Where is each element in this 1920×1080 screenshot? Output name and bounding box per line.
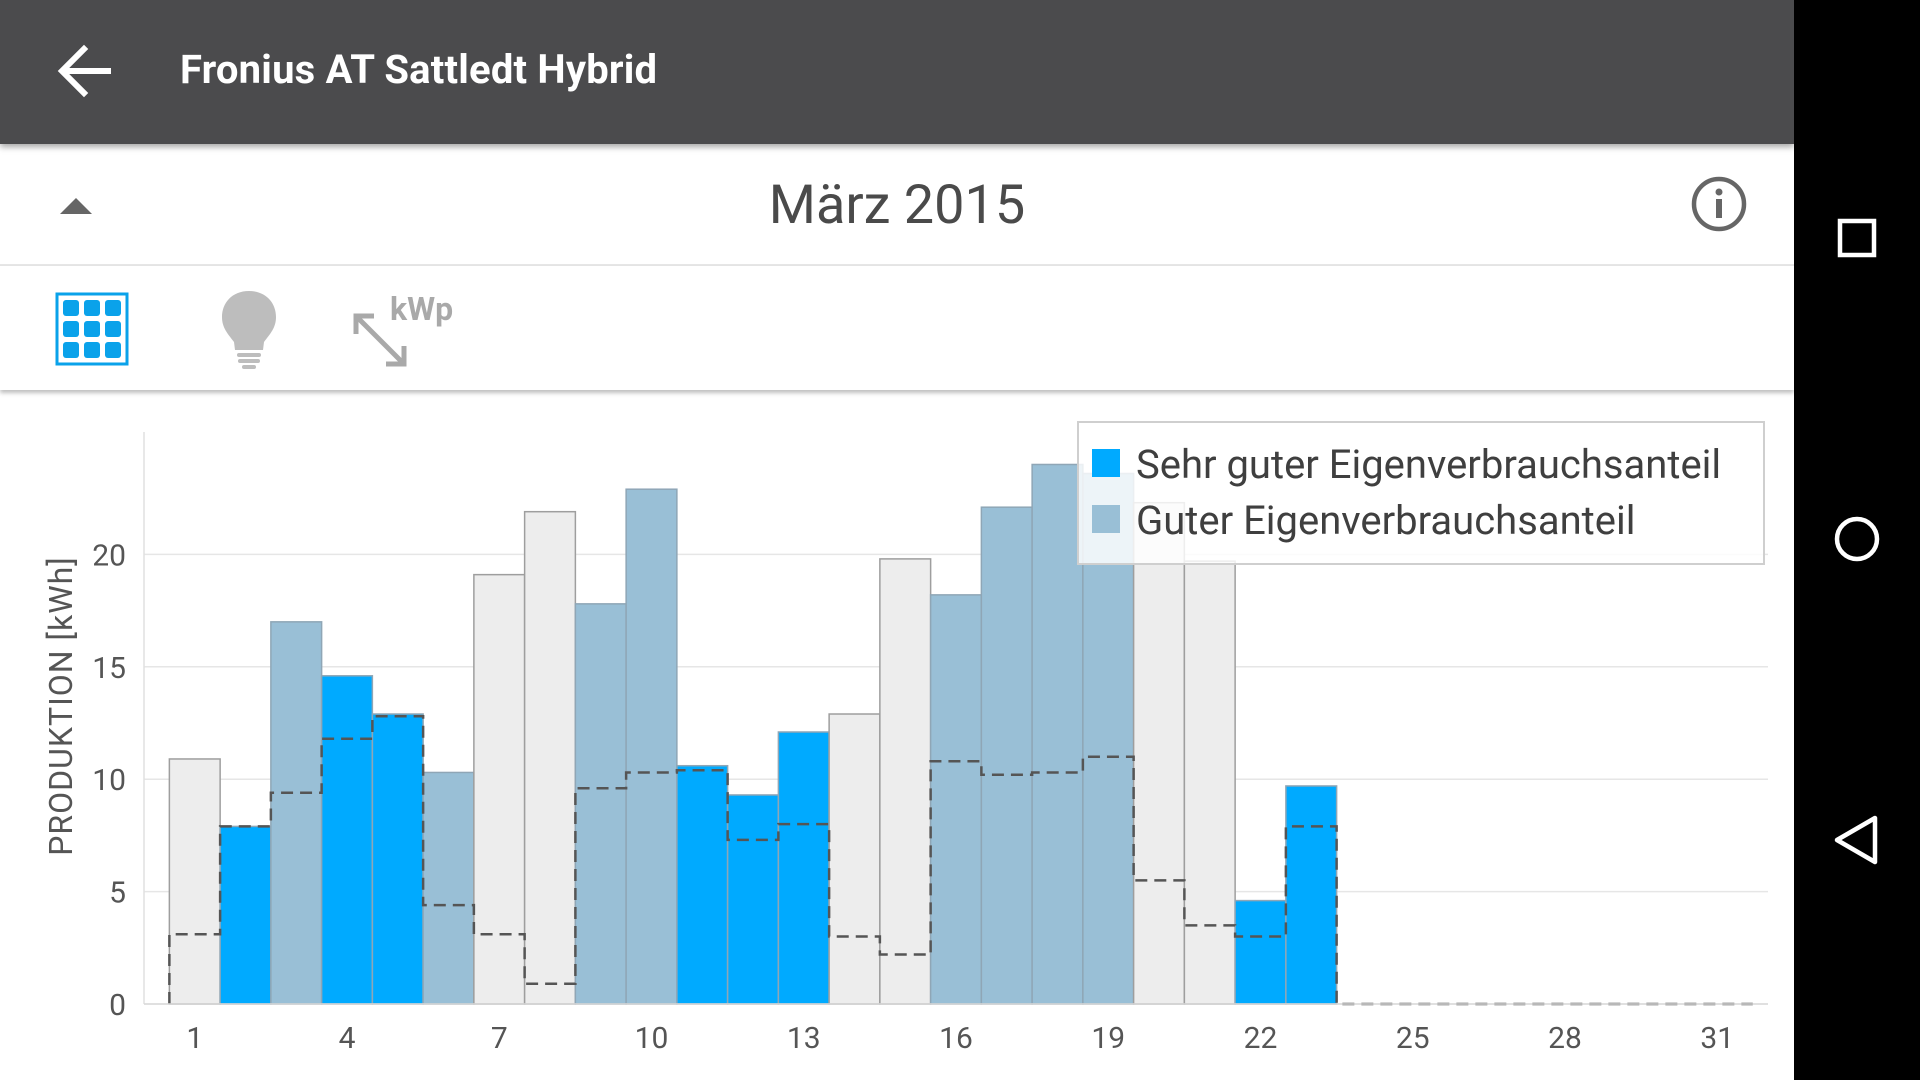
bar-day-5 bbox=[371, 713, 424, 1005]
period-title: März 2015 bbox=[768, 174, 1026, 237]
y-tick-label: 5 bbox=[109, 876, 126, 911]
self-consumption-line bbox=[168, 715, 1753, 1006]
bar-day-18 bbox=[1031, 463, 1084, 1005]
chart-legend: Sehr guter Eigenverbrauchsanteil Guter E… bbox=[1077, 421, 1765, 565]
android-nav-bar bbox=[1794, 0, 1920, 1080]
kwp-label: kWp bbox=[390, 290, 454, 328]
y-tick-label: 20 bbox=[92, 538, 126, 573]
bar-day-11 bbox=[676, 764, 729, 1005]
bar-day-22 bbox=[1234, 899, 1287, 1005]
x-tick-label: 19 bbox=[1091, 1021, 1125, 1056]
bar-day-17 bbox=[980, 506, 1033, 1005]
y-tick-label: 10 bbox=[92, 763, 126, 798]
bar-day-23 bbox=[1285, 785, 1338, 1005]
x-tick-label: 1 bbox=[186, 1021, 203, 1056]
x-tick-label: 25 bbox=[1396, 1021, 1430, 1056]
legend-label-very-good: Sehr guter Eigenverbrauchsanteil bbox=[1136, 441, 1721, 488]
y-tick-label: 0 bbox=[109, 988, 126, 1023]
period-header: März 2015 bbox=[0, 144, 1794, 266]
x-tick-label: 16 bbox=[939, 1021, 973, 1056]
bar-day-3 bbox=[270, 621, 323, 1005]
x-tick-label: 10 bbox=[635, 1021, 669, 1056]
bar-day-16 bbox=[929, 594, 983, 1005]
y-axis-label: PRODUKTION [kWh] bbox=[42, 556, 80, 856]
x-tick-label: 22 bbox=[1244, 1021, 1278, 1056]
legend-label-good: Guter Eigenverbrauchsanteil bbox=[1136, 497, 1635, 544]
collapse-arrow-icon[interactable] bbox=[58, 194, 94, 218]
bar-day-4 bbox=[320, 675, 374, 1005]
solar-panel-icon[interactable] bbox=[55, 292, 129, 366]
home-icon[interactable] bbox=[1827, 509, 1887, 569]
app-bar: Fronius AT Sattledt Hybrid bbox=[0, 0, 1794, 144]
resize-arrow-icon bbox=[353, 313, 407, 367]
back-arrow-icon[interactable] bbox=[50, 36, 120, 106]
lightbulb-icon[interactable] bbox=[218, 288, 280, 372]
app-screen: Fronius AT Sattledt Hybrid März 2015 bbox=[0, 0, 1794, 1080]
bar-day-14 bbox=[828, 713, 881, 1005]
bar-day-13 bbox=[777, 731, 830, 1005]
y-tick-label: 15 bbox=[92, 651, 126, 686]
bar-day-6 bbox=[422, 771, 475, 1005]
info-icon[interactable] bbox=[1690, 175, 1748, 233]
x-tick-label: 7 bbox=[491, 1021, 508, 1056]
legend-box bbox=[1077, 421, 1765, 565]
bar-day-20 bbox=[1132, 501, 1186, 1005]
x-tick-label: 31 bbox=[1700, 1021, 1734, 1056]
back-nav-icon[interactable] bbox=[1827, 810, 1887, 870]
chart-area: 0 5 10 15 20 1 4 7 10 13 16 19 22 25 28 31 PRODUKTION [… bbox=[0, 392, 1794, 1080]
bar-day-15 bbox=[879, 558, 932, 1005]
legend-swatch-good bbox=[1092, 505, 1120, 533]
bar-day-9 bbox=[574, 603, 627, 1005]
bar-day-10 bbox=[625, 488, 678, 1005]
x-tick-label: 4 bbox=[339, 1021, 356, 1056]
bar-day-7 bbox=[473, 573, 526, 1005]
production-chart: 0 5 10 15 20 1 4 7 10 13 16 19 22 25 28 31 PRODUKTION [… bbox=[42, 421, 1768, 1056]
view-toolbar: kWp bbox=[0, 266, 1794, 390]
kwp-scale-button[interactable]: kWp bbox=[350, 290, 470, 380]
legend-swatch-very-good bbox=[1092, 449, 1120, 477]
bar-day-1 bbox=[168, 758, 221, 1005]
bar-day-21 bbox=[1183, 560, 1236, 1005]
bar-day-8 bbox=[523, 510, 577, 1005]
app-title: Fronius AT Sattledt Hybrid bbox=[180, 46, 658, 93]
recent-apps-icon[interactable] bbox=[1827, 208, 1887, 268]
bar-day-12 bbox=[726, 794, 780, 1005]
x-tick-label: 13 bbox=[787, 1021, 821, 1056]
bar-day-2 bbox=[219, 825, 272, 1005]
x-tick-label: 28 bbox=[1548, 1021, 1582, 1056]
